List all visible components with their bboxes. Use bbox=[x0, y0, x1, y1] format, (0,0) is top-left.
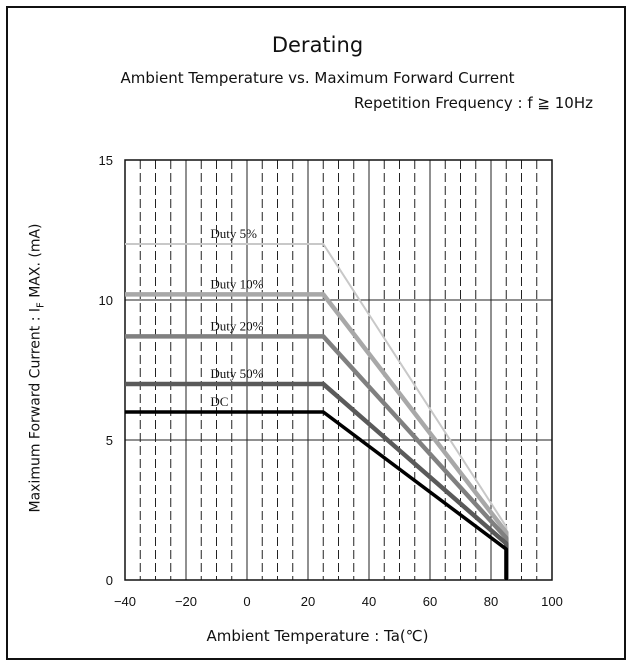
x-tick-label: 100 bbox=[541, 594, 563, 609]
y-tick-label: 5 bbox=[106, 433, 113, 448]
y-axis-label-subscript: F bbox=[35, 302, 47, 308]
series-labels: Duty 5% Duty 10% Duty 20% Duty 50% DC bbox=[210, 226, 263, 409]
plot-border bbox=[124, 159, 553, 581]
x-tick-label: 40 bbox=[362, 594, 376, 609]
y-tick-label: 15 bbox=[99, 153, 113, 168]
y-axis-label-unit: MAX. (mA) bbox=[27, 223, 44, 303]
x-tick-label: −20 bbox=[175, 594, 197, 609]
series-label: Duty 5% bbox=[210, 226, 257, 241]
chart-title: Derating bbox=[271, 33, 364, 57]
series-line bbox=[125, 410, 509, 580]
y-tick-label: 10 bbox=[99, 293, 113, 308]
grid bbox=[124, 159, 553, 581]
tick-labels: −40 −20 0 20 40 60 80 100 0 5 10 15 bbox=[99, 153, 563, 609]
y-axis-label: Maximum Forward Current : IF MAX. (mA) bbox=[28, 223, 47, 512]
x-tick-label: 60 bbox=[423, 594, 437, 609]
series-label: DC bbox=[210, 394, 228, 409]
chart-condition: Repetition Frequency : f ≧ 10Hz bbox=[354, 94, 593, 112]
series-group bbox=[125, 243, 509, 580]
x-tick-label: −40 bbox=[114, 594, 136, 609]
series-label: Duty 50% bbox=[210, 366, 263, 381]
x-tick-label: 80 bbox=[484, 594, 498, 609]
series-label: Duty 20% bbox=[210, 318, 263, 333]
chart-frame bbox=[6, 6, 626, 660]
y-tick-label: 0 bbox=[106, 573, 113, 588]
chart-subtitle: Ambient Temperature vs. Maximum Forward … bbox=[120, 69, 515, 87]
y-axis-label-text: Maximum Forward Current : I bbox=[27, 308, 44, 513]
x-axis-label: Ambient Temperature : Ta(℃) bbox=[206, 627, 429, 645]
x-tick-label: 0 bbox=[243, 594, 250, 609]
x-tick-label: 20 bbox=[301, 594, 315, 609]
series-label: Duty 10% bbox=[210, 276, 263, 291]
